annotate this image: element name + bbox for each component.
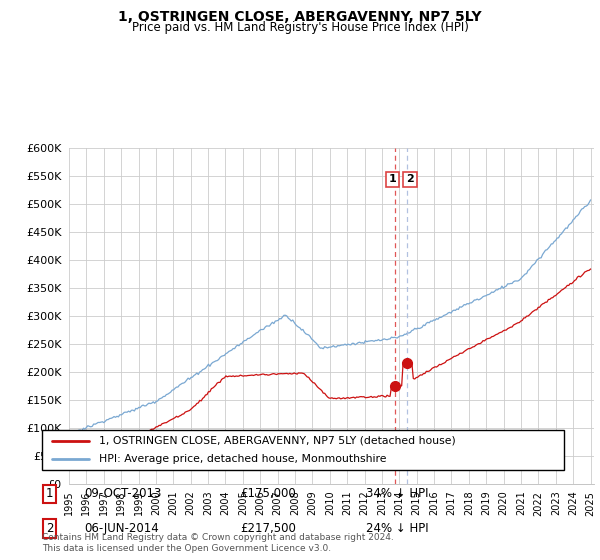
Text: HPI: Average price, detached house, Monmouthshire: HPI: Average price, detached house, Monm… [100,454,387,464]
Text: Contains HM Land Registry data © Crown copyright and database right 2024.
This d: Contains HM Land Registry data © Crown c… [42,533,394,553]
Text: 06-JUN-2014: 06-JUN-2014 [84,522,158,535]
FancyBboxPatch shape [42,430,564,470]
Text: 34% ↓ HPI: 34% ↓ HPI [365,487,428,500]
Text: 09-OCT-2013: 09-OCT-2013 [84,487,161,500]
Text: Price paid vs. HM Land Registry's House Price Index (HPI): Price paid vs. HM Land Registry's House … [131,21,469,34]
Text: 1: 1 [46,487,53,500]
Text: 2: 2 [406,174,414,184]
Text: 1: 1 [388,174,396,184]
Text: 24% ↓ HPI: 24% ↓ HPI [365,522,428,535]
Text: 1, OSTRINGEN CLOSE, ABERGAVENNY, NP7 5LY (detached house): 1, OSTRINGEN CLOSE, ABERGAVENNY, NP7 5LY… [100,436,456,446]
Text: £217,500: £217,500 [241,522,296,535]
Text: £175,000: £175,000 [241,487,296,500]
Text: 2: 2 [46,522,53,535]
Text: 1, OSTRINGEN CLOSE, ABERGAVENNY, NP7 5LY: 1, OSTRINGEN CLOSE, ABERGAVENNY, NP7 5LY [118,10,482,24]
